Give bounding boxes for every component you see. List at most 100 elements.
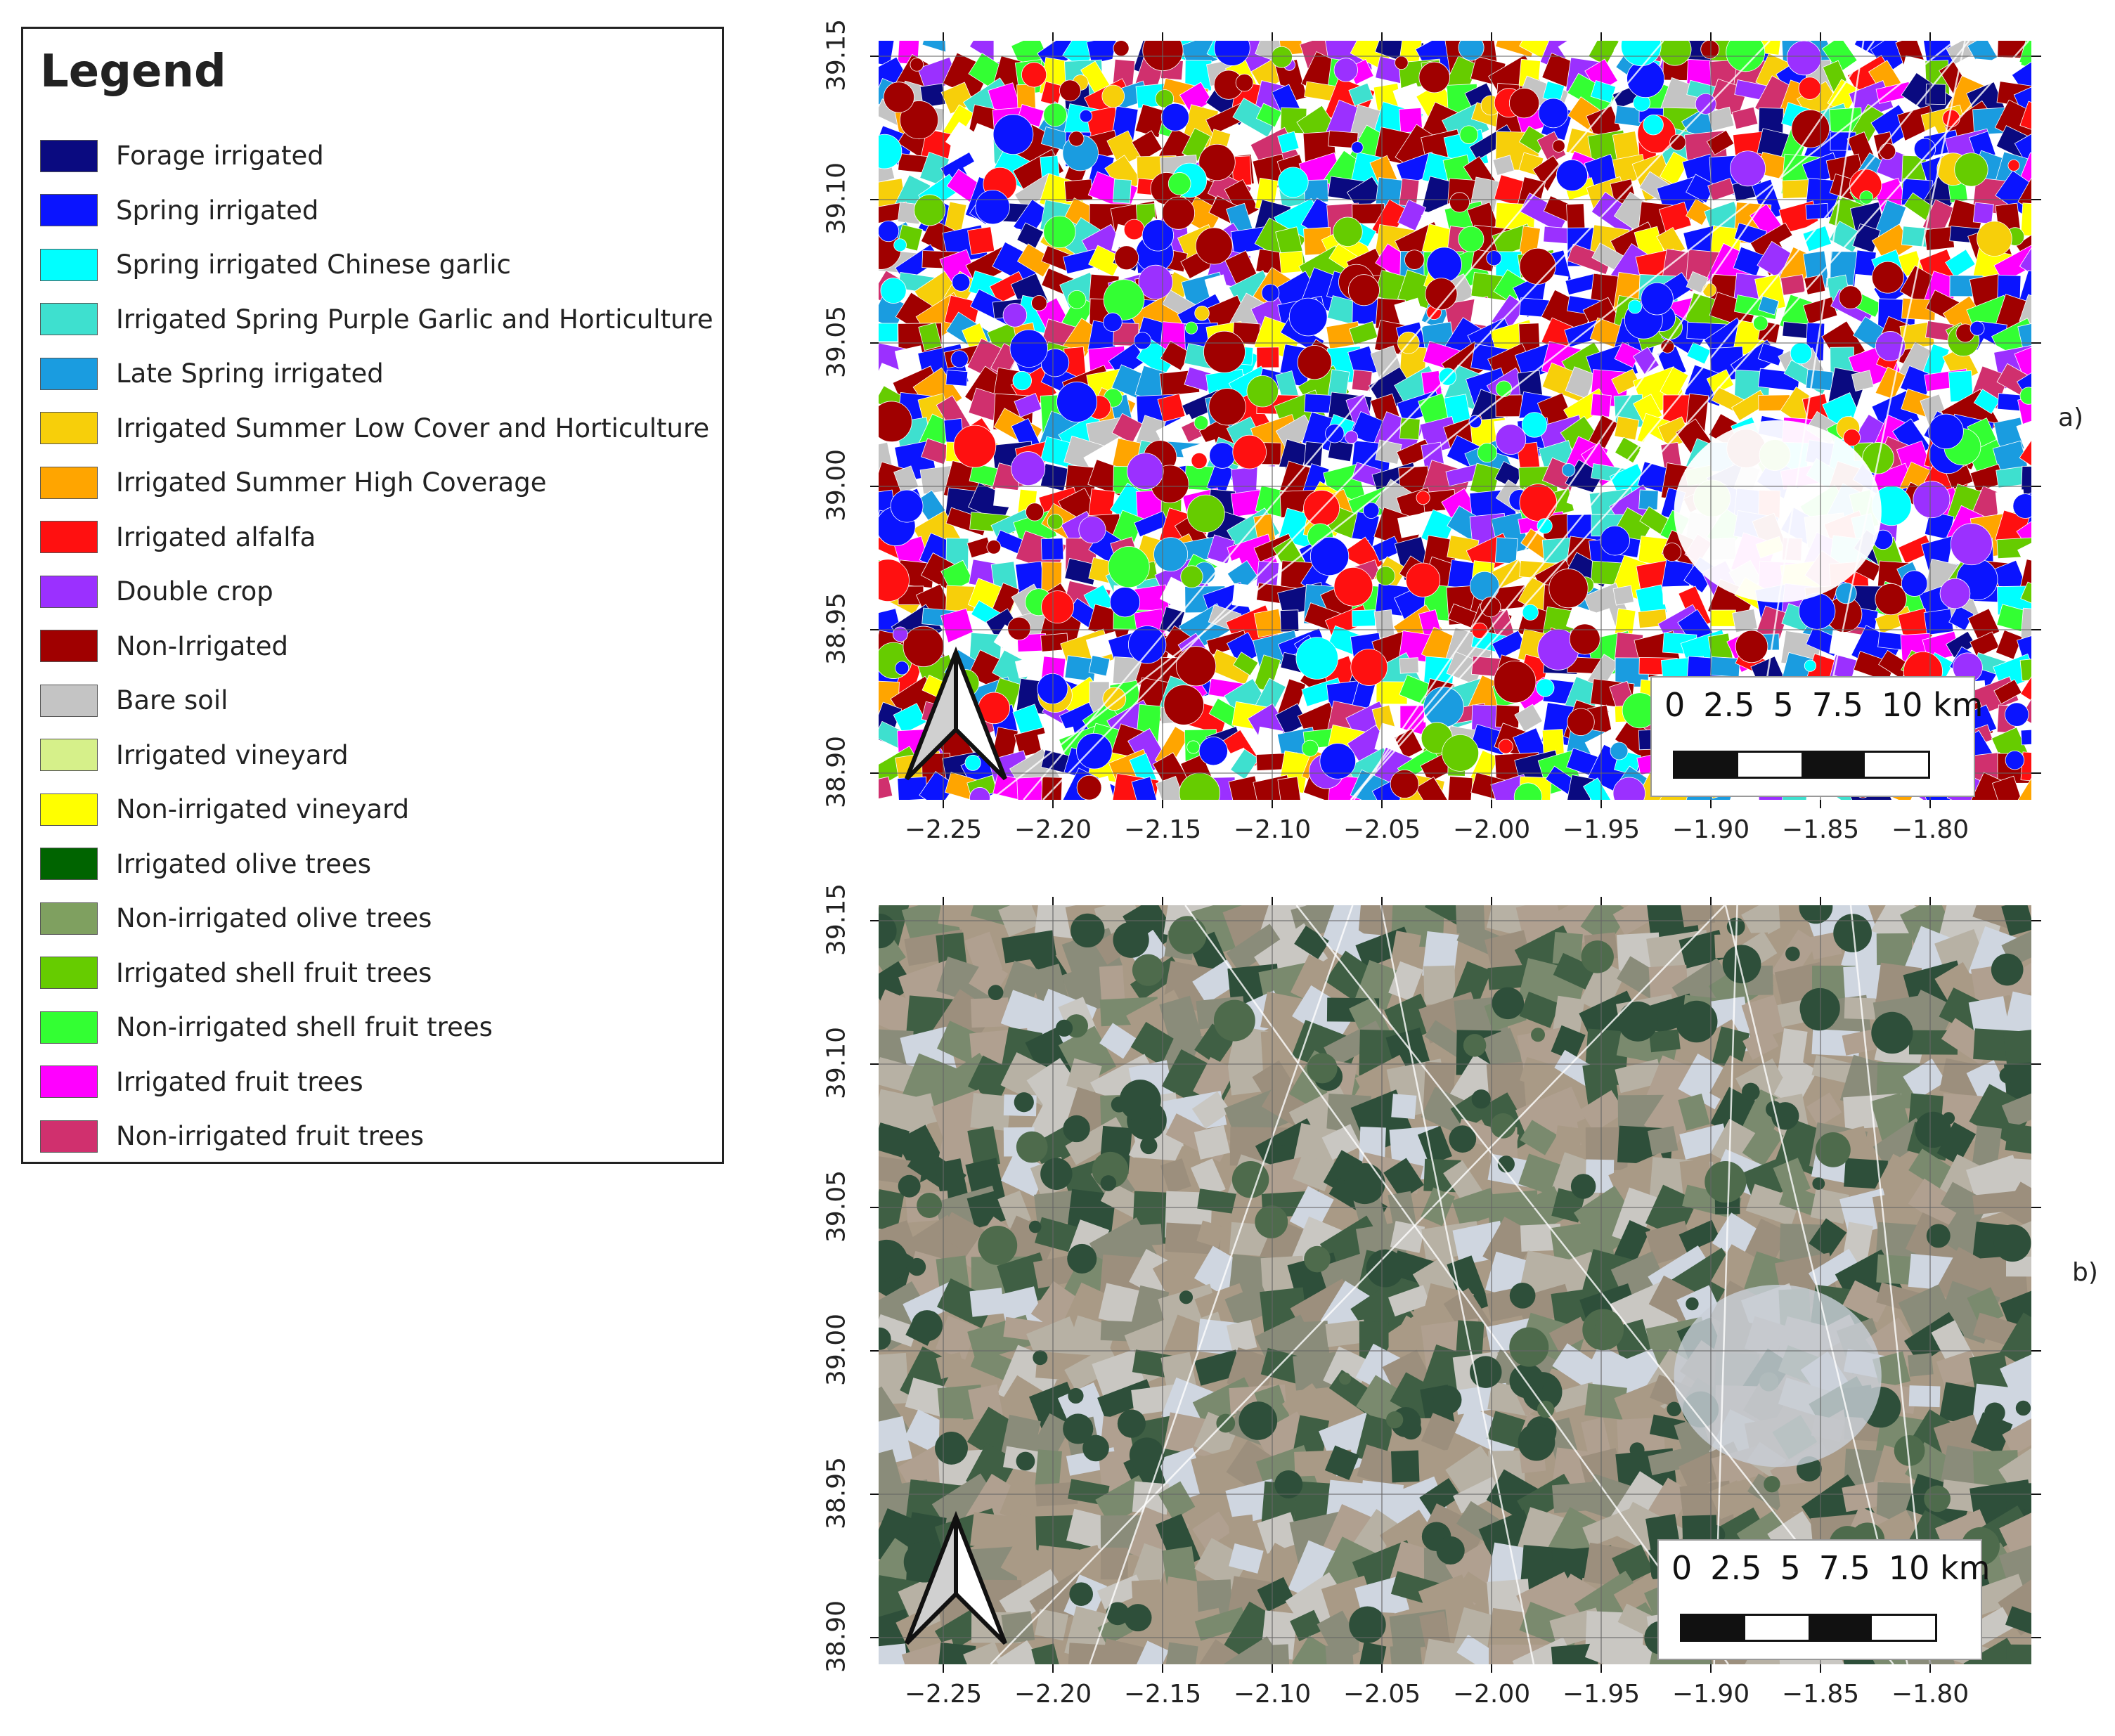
legend-swatch [40, 466, 98, 499]
legend-item: Non-Irrigated [40, 619, 713, 674]
longitude-tick-label: −2.05 [1343, 1680, 1421, 1709]
legend-label: Non-irrigated olive trees [116, 903, 432, 934]
north-arrow-icon [905, 1510, 1007, 1645]
legend-list: Forage irrigated Spring irrigated Spring i… [40, 129, 713, 1164]
scale-label: 0 [1664, 686, 1686, 724]
longitude-tick-label: −2.00 [1452, 1680, 1531, 1709]
scale-bar-labels: 0 2.5 5 7.5 10 km [1671, 1549, 2008, 1587]
legend-swatch [40, 1011, 98, 1044]
graticule [870, 897, 2041, 1673]
legend-label: Spring irrigated [116, 195, 319, 226]
legend-swatch [40, 1065, 98, 1099]
legend-item: Non-irrigated shell fruit trees [40, 1000, 713, 1055]
legend-label: Irrigated Summer Low Cover and Horticult… [116, 413, 710, 443]
latitude-tick-label: 39.05 [822, 305, 851, 379]
latitude-tick-label: 39.00 [822, 1313, 851, 1387]
legend-swatch [40, 684, 98, 717]
legend-item: Irrigated Summer Low Cover and Horticult… [40, 401, 713, 456]
longitude-tick-label: −1.80 [1891, 815, 1970, 844]
scale-label: 5 [1780, 1549, 1801, 1587]
legend-swatch [40, 521, 98, 554]
longitude-tick-label: −1.90 [1671, 1680, 1750, 1709]
legend-label: Irrigated Spring Purple Garlic and Horti… [116, 304, 713, 335]
panel-label-a: a) [2058, 403, 2084, 432]
satellite-image-panel: b) 0 2.5 5 7.5 10 km 39.15 39.10 39.05 39.00 38.… [801, 883, 2098, 1729]
scale-label: 2.5 [1710, 1549, 1762, 1587]
legend-item: Irrigated Spring Purple Garlic and Horti… [40, 292, 713, 347]
legend-swatch [40, 902, 98, 935]
longitude-tick-label: −1.85 [1781, 815, 1860, 844]
legend-label: Irrigated vineyard [116, 739, 349, 770]
legend-label: Non-irrigated shell fruit trees [116, 1012, 493, 1043]
legend-item: Double crop [40, 564, 713, 619]
longitude-tick-label: −1.85 [1781, 1680, 1860, 1709]
longitude-tick-label: −2.05 [1343, 815, 1421, 844]
scale-label: 10 km [1888, 1549, 1991, 1587]
legend-item: Bare soil [40, 673, 713, 728]
scale-bar: 0 2.5 5 7.5 10 km [1650, 676, 1983, 797]
legend-swatch [40, 1120, 98, 1153]
legend-swatch [40, 139, 98, 172]
legend-swatch [40, 793, 98, 826]
legend-item: Late Spring irrigated [40, 346, 713, 401]
legend-item: Irrigated vineyard [40, 728, 713, 783]
legend-item: Irrigated shell fruit trees [40, 946, 713, 1001]
latitude-tick-label: 38.95 [822, 592, 851, 666]
legend-label: Non-irrigated vineyard [116, 794, 410, 825]
legend-label: Irrigated fruit trees [116, 1066, 363, 1097]
longitude-tick-label: −2.10 [1233, 1680, 1312, 1709]
scale-label: 7.5 [1818, 1549, 1870, 1587]
legend-label: Double crop [116, 576, 273, 607]
legend-item: Irrigated fruit trees [40, 1055, 713, 1110]
scale-bar-blocks [1673, 751, 1930, 779]
scale-label: 10 km [1881, 686, 1984, 724]
scale-label: 5 [1773, 686, 1794, 724]
longitude-tick-label: −2.25 [904, 1680, 983, 1709]
legend-label: Irrigated Summer High Coverage [116, 467, 547, 498]
legend-swatch [40, 412, 98, 445]
longitude-tick-label: −2.25 [904, 815, 983, 844]
legend-item: Non-irrigated vineyard [40, 782, 713, 837]
legend-swatch [40, 248, 98, 281]
longitude-tick-label: −1.80 [1891, 1680, 1970, 1709]
legend-label: Irrigated alfalfa [116, 522, 316, 552]
north-arrow-icon [905, 646, 1007, 781]
legend-swatch [40, 575, 98, 608]
longitude-tick-label: −2.20 [1014, 815, 1092, 844]
latitude-tick-label: 39.10 [822, 162, 851, 235]
longitude-tick-label: −1.90 [1671, 815, 1750, 844]
longitude-tick-label: −2.10 [1233, 815, 1312, 844]
legend-label: Non-Irrigated [116, 630, 288, 661]
scale-label: 2.5 [1703, 686, 1755, 724]
longitude-tick-label: −2.15 [1123, 815, 1202, 844]
latitude-tick-label: 39.00 [822, 448, 851, 522]
longitude-tick-label: −2.15 [1123, 1680, 1202, 1709]
legend-label: Forage irrigated [116, 141, 324, 171]
scale-label: 7.5 [1811, 686, 1863, 724]
legend-swatch [40, 630, 98, 663]
scale-label: 0 [1671, 1549, 1693, 1587]
latitude-tick-label: 39.10 [822, 1026, 851, 1100]
legend-label: Irrigated olive trees [116, 848, 371, 879]
legend-label: Irrigated shell fruit trees [116, 957, 432, 988]
latitude-tick-label: 38.95 [822, 1456, 851, 1530]
legend-item: Non-irrigated olive trees [40, 891, 713, 946]
latitude-tick-label: 38.90 [822, 1600, 851, 1673]
classification-map-panel: a) 0 2.5 5 7.5 10 km 39.15 39.10 39.05 39.00 38.… [801, 19, 2095, 864]
legend-swatch [40, 848, 98, 881]
legend-label: Non-irrigated fruit trees [116, 1121, 425, 1152]
map-legend: Legend Forage irrigated Spring irrigated S… [21, 27, 724, 1164]
map-fields [879, 905, 2031, 1664]
legend-item: Irrigated olive trees [40, 837, 713, 892]
classification-map[interactable] [801, 28, 2095, 864]
satellite-image[interactable] [801, 893, 2095, 1729]
latitude-tick-label: 38.90 [822, 735, 851, 809]
legend-item: Spring irrigated Chinese garlic [40, 238, 713, 292]
scale-bar-labels: 0 2.5 5 7.5 10 km [1664, 686, 2001, 724]
legend-label: Bare soil [116, 685, 228, 716]
legend-swatch [40, 194, 98, 227]
legend-item: Forage irrigated [40, 129, 713, 183]
longitude-tick-label: −2.00 [1452, 815, 1531, 844]
map-fields [879, 41, 2031, 800]
longitude-tick-label: −2.20 [1014, 1680, 1092, 1709]
